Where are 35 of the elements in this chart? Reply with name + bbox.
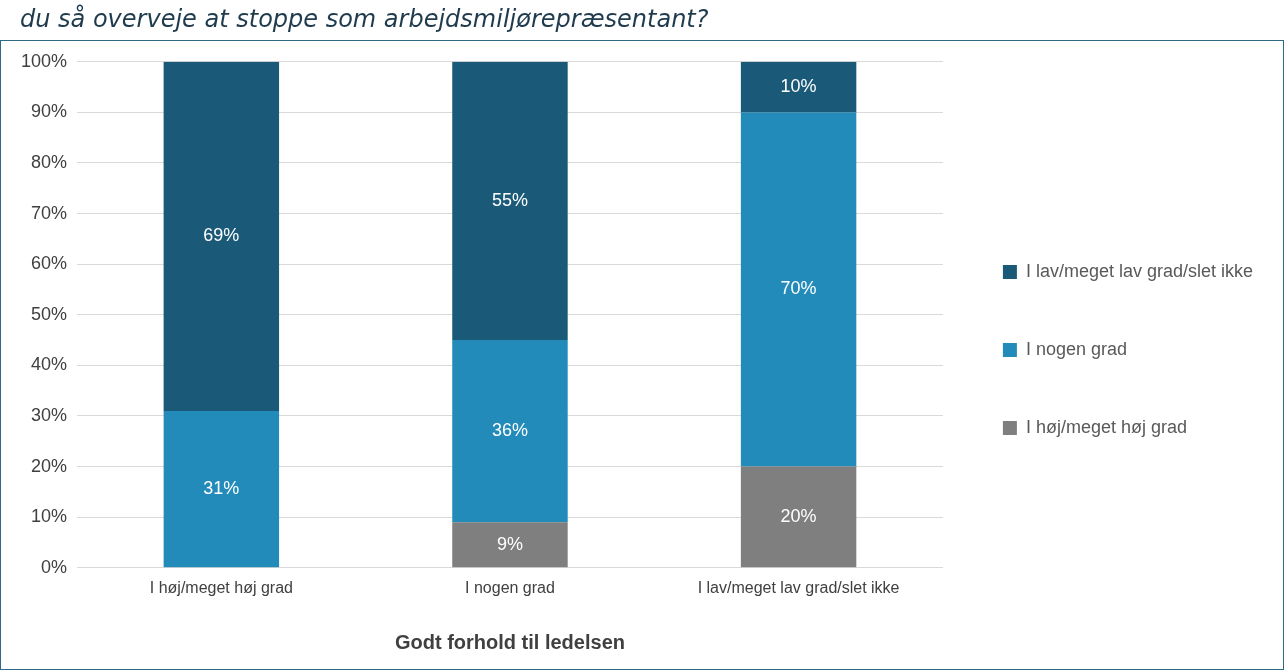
data-label: 10%	[780, 76, 817, 97]
bar	[452, 340, 568, 523]
y-tick-label: 10%	[31, 506, 68, 527]
data-label: 69%	[203, 225, 240, 246]
y-tick-label: 50%	[31, 303, 68, 324]
bar	[163, 410, 280, 568]
data-label: 36%	[491, 420, 528, 441]
bar	[452, 61, 568, 341]
x-axis-title: Godt forhold til ledelsen	[394, 630, 625, 653]
y-tick-label: 0%	[41, 556, 68, 577]
bar	[452, 522, 568, 568]
data-label: 55%	[491, 189, 528, 210]
y-tick-label: 30%	[31, 404, 68, 425]
y-tick-label: 20%	[31, 455, 68, 476]
data-label: 20%	[780, 505, 817, 526]
y-tick-label: 80%	[31, 151, 68, 172]
bar	[163, 61, 280, 411]
data-label: 70%	[780, 278, 817, 299]
x-tick-label: I høj/meget høj grad	[149, 578, 293, 596]
y-tick-label: 70%	[31, 202, 68, 223]
bar	[740, 466, 857, 568]
y-tick-label: 40%	[31, 354, 68, 375]
x-tick-label: I nogen grad	[465, 578, 555, 596]
legend-label: I høj/meget høj grad	[1025, 416, 1187, 437]
bar	[740, 61, 857, 113]
chart-title: du så overveje at stoppe som arbejdsmiljørepræsentant?	[19, 3, 710, 35]
bar	[740, 112, 857, 467]
legend-label: I nogen grad	[1025, 338, 1127, 359]
legend-label: I lav/meget lav grad/slet ikke	[1025, 260, 1254, 281]
y-tick-label: 100%	[20, 50, 68, 71]
y-tick-label: 90%	[31, 101, 68, 122]
x-tick-label: I lav/meget lav grad/slet ikke	[697, 578, 900, 596]
data-label: 31%	[203, 478, 240, 499]
y-tick-label: 60%	[31, 253, 68, 274]
data-label: 9%	[496, 533, 523, 554]
